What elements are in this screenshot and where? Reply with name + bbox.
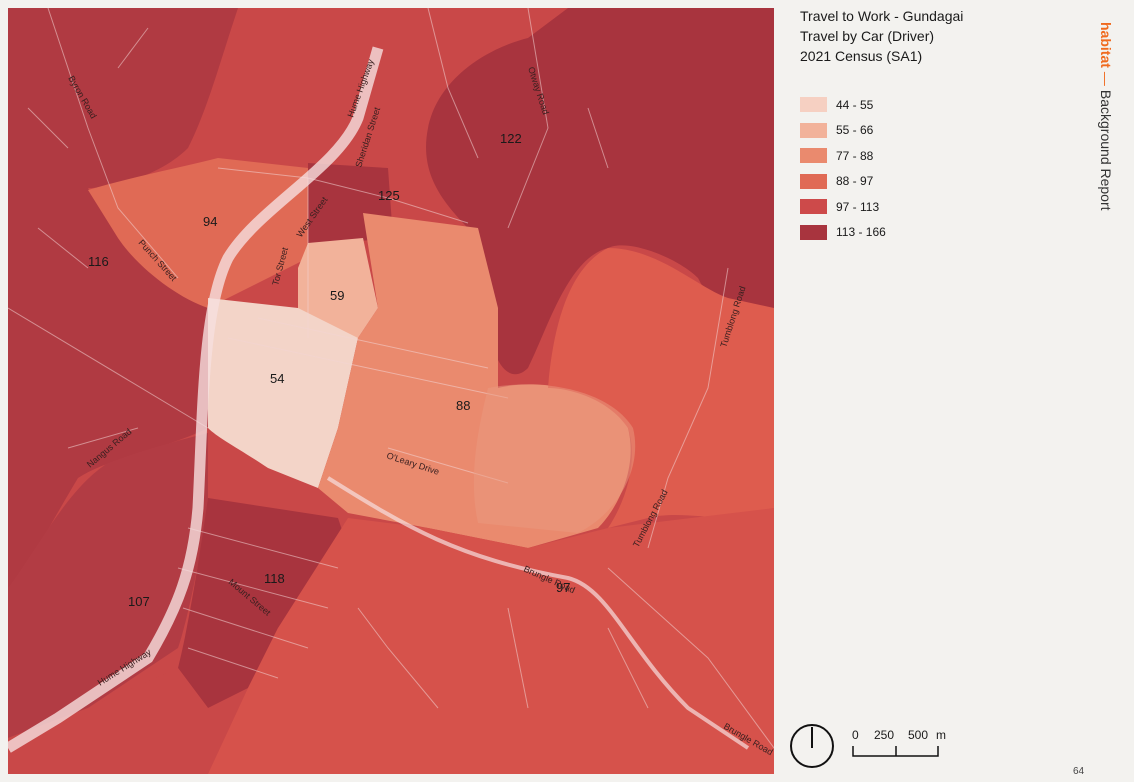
region-94 xyxy=(88,158,308,308)
area-label: 107 xyxy=(128,594,150,609)
area-label: 122 xyxy=(500,131,522,146)
region-107 xyxy=(8,433,208,738)
legend-item: 55 - 66 xyxy=(800,118,886,144)
lagoon xyxy=(473,384,636,533)
scale-label: 0 xyxy=(852,728,859,742)
region-113-166-w xyxy=(8,8,238,588)
region-113-166-ne xyxy=(426,8,774,375)
area-label: 118 xyxy=(264,571,285,586)
region-sw-bottom xyxy=(8,668,208,774)
area-label: 97 xyxy=(556,580,570,595)
region-54 xyxy=(208,298,358,488)
legend-label: 55 - 66 xyxy=(836,123,874,138)
side-brand: habitat — Background Report xyxy=(1098,22,1114,211)
scale-label: 500 xyxy=(908,728,929,742)
area-label: 54 xyxy=(270,371,284,386)
legend: 44 - 55 55 - 66 77 - 88 88 - 97 97 - 113 113 … xyxy=(800,92,886,245)
area-label: 116 xyxy=(88,254,109,269)
region-59 xyxy=(298,238,378,338)
scale-bar-icon xyxy=(852,746,939,757)
scale-bar: 0 250 500 m xyxy=(852,728,962,761)
section-title: Background Report xyxy=(1098,89,1114,211)
area-label: 125 xyxy=(378,188,400,203)
legend-title-line: Travel by Car (Driver) xyxy=(800,28,935,44)
brungle-road xyxy=(326,476,750,750)
scale-label: 250 xyxy=(874,728,895,742)
legend-item: 88 - 97 xyxy=(800,169,886,195)
legend-label: 88 - 97 xyxy=(836,174,874,189)
map[interactable]: 122 125 94 116 59 54 88 118 107 97 Hume Highway Sh… xyxy=(8,8,774,774)
legend-label: 113 - 166 xyxy=(836,225,886,240)
legend-title-line: 2021 Census (SA1) xyxy=(800,48,923,64)
legend-title-line: Travel to Work - Gundagai xyxy=(800,8,964,24)
region-east xyxy=(548,248,774,528)
legend-swatch xyxy=(800,148,827,164)
hume-highway xyxy=(8,46,384,753)
legend-swatch xyxy=(800,173,827,189)
area-label: 88 xyxy=(456,398,470,413)
area-label: 59 xyxy=(330,288,344,303)
brand-dash: — xyxy=(1098,71,1114,86)
legend-label: 44 - 55 xyxy=(836,97,874,112)
legend-item: 44 - 55 xyxy=(800,92,886,118)
page-number: 64 xyxy=(1073,766,1085,777)
north-arrow-icon xyxy=(788,722,836,775)
legend-label: 97 - 113 xyxy=(836,199,880,214)
legend-swatch xyxy=(800,224,827,240)
legend-swatch xyxy=(800,122,827,138)
area-label: 94 xyxy=(203,214,217,229)
minor-roads xyxy=(8,8,774,749)
legend-item: 97 - 113 xyxy=(800,194,886,220)
region-97 xyxy=(208,508,774,774)
legend-swatch xyxy=(800,97,827,113)
brand-name: habitat xyxy=(1098,22,1114,68)
legend-label: 77 - 88 xyxy=(836,148,874,163)
region-118 xyxy=(178,498,348,708)
scale-label: m xyxy=(936,728,946,742)
legend-item: 77 - 88 xyxy=(800,143,886,169)
legend-title: Travel to Work - Gundagai Travel by Car … xyxy=(800,6,1000,66)
legend-item: 113 - 166 xyxy=(800,220,886,246)
legend-swatch xyxy=(800,199,827,215)
